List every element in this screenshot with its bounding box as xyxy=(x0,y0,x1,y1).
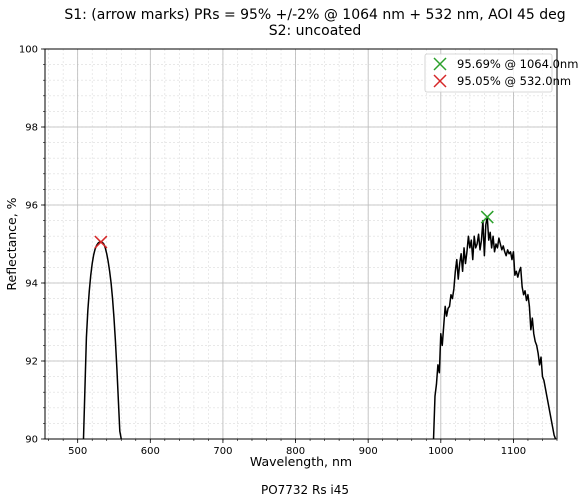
legend-box xyxy=(424,53,553,93)
ticks: 500 600 700 800 900 1000 1100 90 92 94 96 98 100 xyxy=(19,45,558,457)
legend-marker-2 xyxy=(433,74,447,88)
series-layer xyxy=(82,216,557,440)
chart-title: S1: (arrow marks) PRs = 95% +/-2% @ 1064… xyxy=(64,7,565,23)
marker-x-1 xyxy=(480,210,494,224)
y-tick-label: 96 xyxy=(25,201,38,212)
marker-layer xyxy=(94,210,494,249)
x-tick-label: 1000 xyxy=(428,446,453,457)
legend: 95.69% @ 1064.0nm 95.05% @ 532.0nm xyxy=(424,53,578,93)
x-tick-label: 700 xyxy=(213,446,232,457)
x-tick-label: 800 xyxy=(286,446,305,457)
x-tick-label: 500 xyxy=(68,446,87,457)
legend-label-2: 95.05% @ 532.0nm xyxy=(457,74,571,88)
x-tick-label: 900 xyxy=(359,446,378,457)
plot-frame xyxy=(44,48,558,440)
y-tick-label: 92 xyxy=(25,357,38,368)
y-tick-label: 100 xyxy=(19,45,38,56)
y-tick-label: 94 xyxy=(25,279,38,290)
y-tick-label: 98 xyxy=(25,123,38,134)
y-axis-label: Reflectance, % xyxy=(4,197,19,290)
legend-marker-1 xyxy=(433,57,447,71)
series-line-1 xyxy=(82,241,122,440)
x-axis-label: Wavelength, nm xyxy=(250,454,352,469)
x-tick-label: 600 xyxy=(141,446,160,457)
marker-x-2 xyxy=(94,235,108,249)
chart-subtitle: S2: uncoated xyxy=(269,23,362,39)
chart-footer: PO7732 Rs i45 xyxy=(261,483,349,497)
legend-label-1: 95.69% @ 1064.0nm xyxy=(457,57,578,71)
x-tick-label: 1100 xyxy=(501,446,526,457)
series-line-2 xyxy=(432,216,557,440)
y-tick-label: 90 xyxy=(25,435,38,446)
